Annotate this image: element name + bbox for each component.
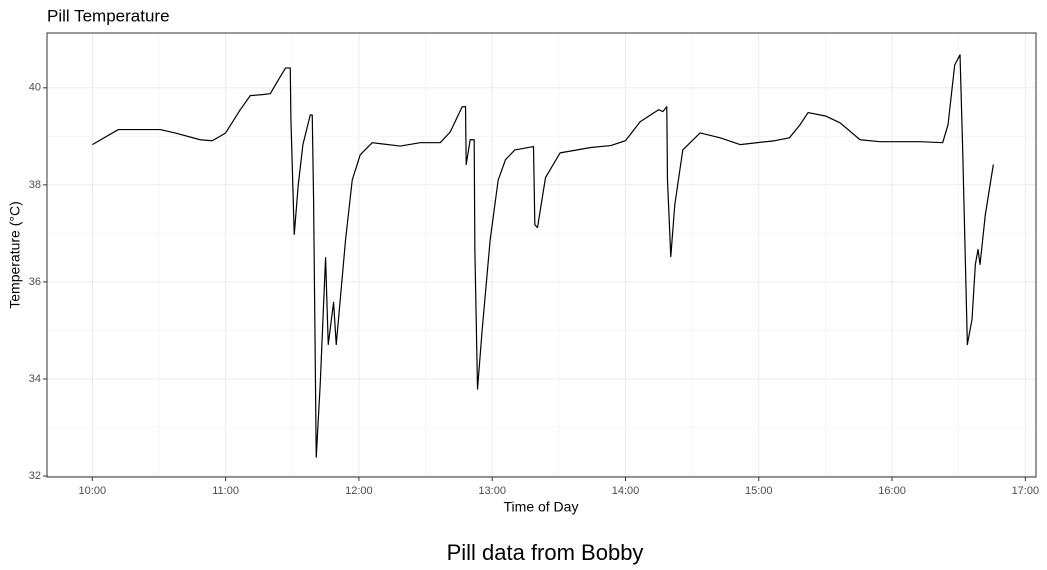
panel-border (46, 32, 1037, 478)
panel (47, 33, 1036, 477)
y-tick-label: 36 (29, 276, 41, 288)
y-tick-label: 32 (29, 470, 41, 482)
x-axis-label: Time of Day (504, 499, 579, 515)
temperature-line (92, 54, 994, 458)
y-tick-label: 34 (29, 373, 41, 385)
chart-title: Pill Temperature (47, 6, 170, 25)
x-tick-label: 10:00 (79, 485, 107, 497)
x-tick-label: 17:00 (1012, 485, 1040, 497)
caption: Pill data from Bobby (447, 540, 644, 565)
x-tick-label: 15:00 (745, 485, 773, 497)
y-tick-label: 40 (29, 82, 41, 94)
x-tick-label: 12:00 (345, 485, 373, 497)
x-tick-label: 13:00 (478, 485, 506, 497)
y-tick-label: 38 (29, 179, 41, 191)
y-axis-label: Temperature (°C) (7, 201, 23, 309)
x-tick-label: 16:00 (878, 485, 906, 497)
x-tick-label: 11:00 (212, 485, 239, 497)
x-tick-label: 14:00 (612, 485, 640, 497)
